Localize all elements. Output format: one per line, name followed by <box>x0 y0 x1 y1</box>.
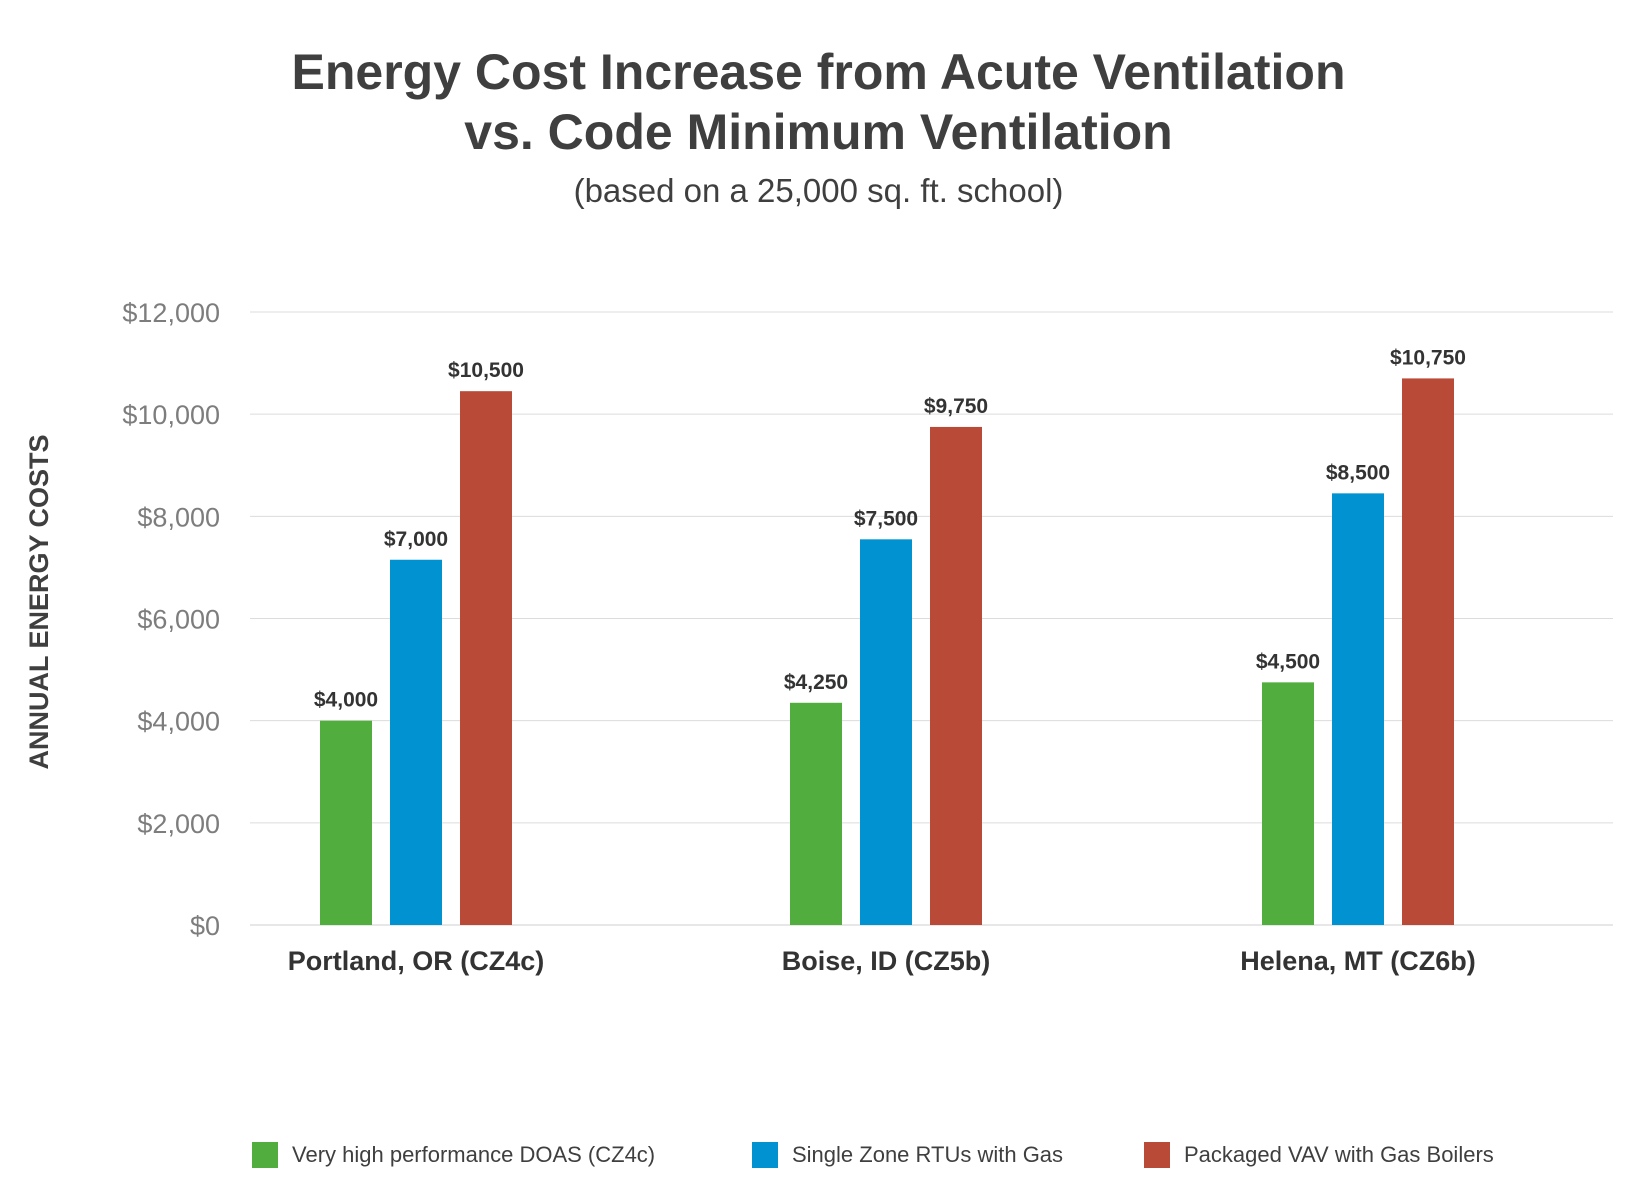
y-tick-label: $8,000 <box>137 502 220 532</box>
y-tick-label: $0 <box>190 911 220 941</box>
data-label: $9,750 <box>924 395 988 418</box>
data-label: $7,000 <box>384 528 448 551</box>
y-tick-label: $2,000 <box>137 809 220 839</box>
bar-chart: $0 $2,000 $4,000 $6,000 $8,000 $10,000 $12,000… <box>24 298 1613 976</box>
data-label: $4,500 <box>1256 650 1320 673</box>
y-tick-label: $6,000 <box>137 605 220 635</box>
bar <box>930 426 982 925</box>
bar <box>460 391 512 925</box>
legend-item-doas[interactable]: Very high performance DOAS (CZ4c) <box>252 1142 655 1168</box>
bar <box>1402 378 1454 925</box>
legend-label: Very high performance DOAS (CZ4c) <box>292 1142 656 1167</box>
legend: Very high performance DOAS (CZ4c) Single… <box>0 1142 1637 1182</box>
legend-item-rtu[interactable]: Single Zone RTUs with Gas <box>752 1142 1063 1168</box>
data-label: $8,500 <box>1326 461 1390 484</box>
data-label: $7,500 <box>854 507 918 530</box>
x-tick-label: Boise, ID (CZ5b) <box>782 946 991 976</box>
chart-title-line-1: Energy Cost Increase from Acute Ventilat… <box>291 44 1346 100</box>
x-axis-ticks: Portland, OR (CZ4c) Boise, ID (CZ5b) Helen… <box>288 946 1476 976</box>
legend-label: Packaged VAV with Gas Boilers <box>1184 1142 1494 1167</box>
bar <box>1262 682 1314 925</box>
y-axis-ticks: $0 $2,000 $4,000 $6,000 $8,000 $10,000 $12,000 <box>122 298 220 941</box>
bar <box>390 559 442 925</box>
data-label: $10,750 <box>1390 346 1466 369</box>
bars <box>320 378 1454 925</box>
x-tick-label: Portland, OR (CZ4c) <box>288 946 545 976</box>
legend-item-vav[interactable]: Packaged VAV with Gas Boilers <box>1144 1142 1494 1168</box>
bar <box>860 539 912 925</box>
legend-label: Single Zone RTUs with Gas <box>792 1142 1064 1167</box>
data-labels: $4,000 $7,000 $10,500 $4,250 $7,500 $9,750 $4,… <box>314 346 1466 711</box>
legend-swatch-green <box>252 1142 278 1168</box>
legend-swatch-red <box>1144 1142 1170 1168</box>
bar <box>320 720 372 925</box>
bar <box>790 702 842 925</box>
x-tick-label: Helena, MT (CZ6b) <box>1240 946 1476 976</box>
chart-subtitle: (based on a 25,000 sq. ft. school) <box>573 172 1064 209</box>
data-label: $10,500 <box>448 359 524 382</box>
y-tick-label: $12,000 <box>122 298 220 328</box>
y-tick-label: $10,000 <box>122 400 220 430</box>
data-label: $4,000 <box>314 689 378 712</box>
chart-title-line-2: vs. Code Minimum Ventilation <box>464 104 1173 160</box>
y-tick-label: $4,000 <box>137 707 220 737</box>
legend-swatch-blue <box>752 1142 778 1168</box>
bar <box>1332 493 1384 925</box>
y-axis-label: ANNUAL ENERGY COSTS <box>24 434 54 769</box>
data-label: $4,250 <box>784 671 848 694</box>
